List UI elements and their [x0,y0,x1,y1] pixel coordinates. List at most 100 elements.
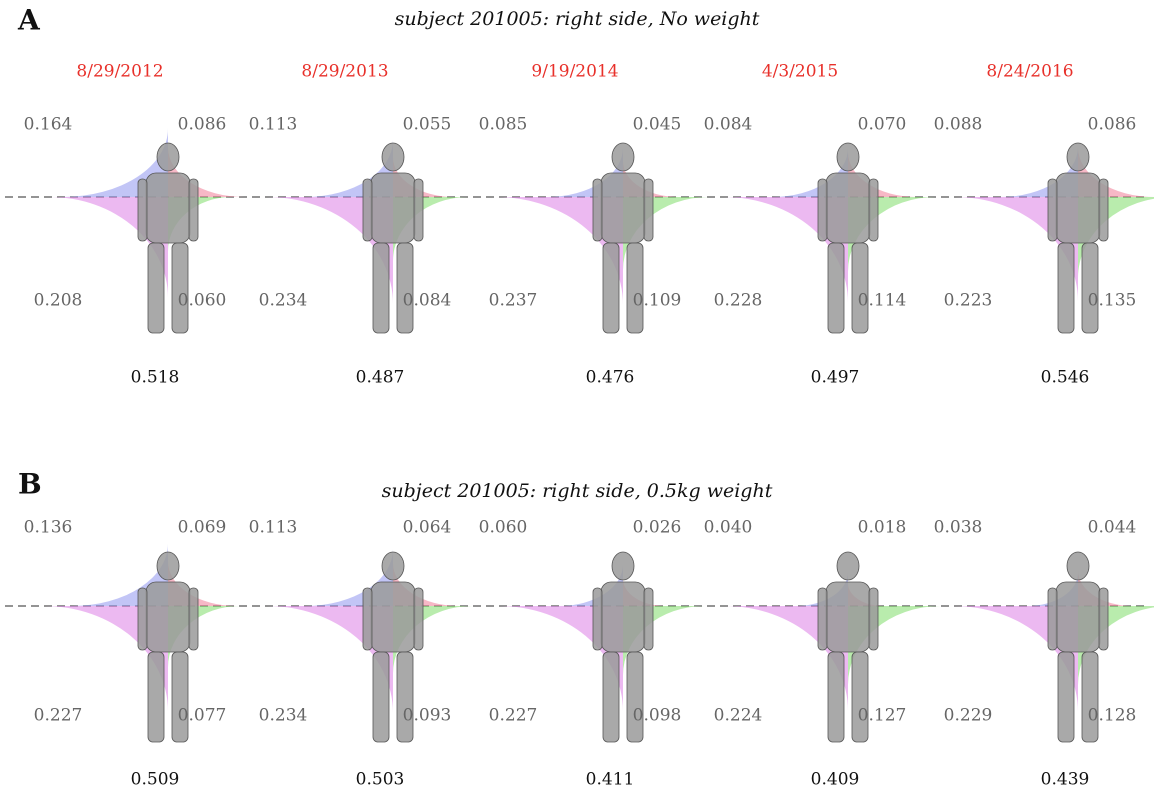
arm-right [414,588,423,650]
value-top-right: 0.070 [858,115,907,135]
leg-right [627,652,643,742]
value-top-left: 0.084 [704,115,753,135]
head [612,552,634,580]
leg-left [373,652,389,742]
value-top-left: 0.113 [249,115,298,135]
value-bottom-right: 0.128 [1088,706,1137,726]
leg-right [397,243,413,333]
torso [371,582,415,652]
torso [826,173,870,243]
value-bottom-left: 0.228 [714,291,763,311]
arm-right [869,588,878,650]
value-top-right: 0.018 [858,518,907,538]
value-top-right: 0.055 [403,115,452,135]
value-total: 0.487 [356,368,405,388]
value-top-right: 0.069 [178,518,227,538]
value-bottom-left: 0.227 [34,706,83,726]
arm-right [644,588,653,650]
head [1067,143,1089,171]
figure: Asubject 201005: right side, No weight8/… [0,0,1154,794]
leg-left [1058,652,1074,742]
value-top-right: 0.064 [403,518,452,538]
torso [826,582,870,652]
arm-right [1099,179,1108,241]
value-top-left: 0.060 [479,518,528,538]
head [157,143,179,171]
value-bottom-left: 0.224 [714,706,763,726]
leg-left [1058,243,1074,333]
value-total: 0.439 [1041,770,1090,790]
panel-label: B [18,468,42,501]
value-bottom-right: 0.114 [858,291,907,311]
leg-left [828,652,844,742]
arm-left [1048,179,1057,241]
value-bottom-left: 0.208 [34,291,83,311]
leg-left [603,243,619,333]
arm-right [189,179,198,241]
value-top-left: 0.085 [479,115,528,135]
leg-right [172,652,188,742]
arm-right [644,179,653,241]
leg-right [852,652,868,742]
leg-right [397,652,413,742]
leg-left [373,243,389,333]
arm-right [414,179,423,241]
leg-left [148,243,164,333]
value-top-right: 0.045 [633,115,682,135]
arm-left [593,179,602,241]
head [612,143,634,171]
torso [146,173,190,243]
arm-right [189,588,198,650]
panel-title: subject 201005: right side, No weight [395,8,760,30]
head [382,143,404,171]
leg-right [627,243,643,333]
value-top-right: 0.086 [178,115,227,135]
value-top-right: 0.086 [1088,115,1137,135]
value-top-left: 0.136 [24,518,73,538]
date: 8/29/2013 [301,62,388,82]
arm-left [363,588,372,650]
value-bottom-left: 0.223 [944,291,993,311]
arm-left [818,588,827,650]
leg-left [828,243,844,333]
value-bottom-left: 0.229 [944,706,993,726]
date: 4/3/2015 [762,62,838,82]
value-bottom-right: 0.060 [178,291,227,311]
arm-right [1099,588,1108,650]
date: 8/29/2012 [76,62,163,82]
value-top-left: 0.113 [249,518,298,538]
value-total: 0.509 [131,770,180,790]
value-top-left: 0.040 [704,518,753,538]
value-bottom-left: 0.227 [489,706,538,726]
value-total: 0.546 [1041,368,1090,388]
value-bottom-right: 0.127 [858,706,907,726]
value-bottom-left: 0.234 [259,291,308,311]
value-top-left: 0.038 [934,518,983,538]
value-top-right: 0.044 [1088,518,1137,538]
leg-right [1082,243,1098,333]
value-total: 0.503 [356,770,405,790]
arm-left [593,588,602,650]
arm-right [869,179,878,241]
torso [371,173,415,243]
arm-left [1048,588,1057,650]
value-top-right: 0.026 [633,518,682,538]
leg-right [172,243,188,333]
torso [1056,173,1100,243]
arm-left [363,179,372,241]
date: 8/24/2016 [986,62,1073,82]
value-bottom-left: 0.237 [489,291,538,311]
value-top-left: 0.088 [934,115,983,135]
value-bottom-right: 0.109 [633,291,682,311]
value-bottom-right: 0.084 [403,291,452,311]
value-bottom-left: 0.234 [259,706,308,726]
torso [601,173,645,243]
arm-left [818,179,827,241]
value-top-left: 0.164 [24,115,73,135]
value-bottom-right: 0.093 [403,706,452,726]
panel-title: subject 201005: right side, 0.5kg weight [382,480,773,502]
head [382,552,404,580]
value-bottom-right: 0.098 [633,706,682,726]
torso [1056,582,1100,652]
leg-left [603,652,619,742]
